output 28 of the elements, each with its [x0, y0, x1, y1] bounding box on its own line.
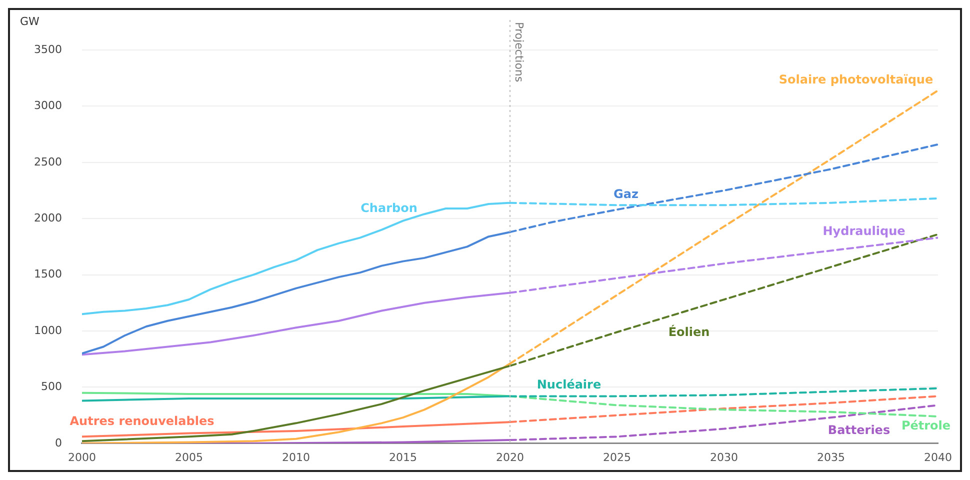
text: Pétrole [901, 418, 951, 432]
text: Nucléaire [536, 377, 602, 392]
y-tick-label: 2000 [34, 211, 62, 224]
series-label: Autres renouvelables [70, 414, 214, 428]
y-tick-label: 0 [54, 436, 62, 450]
text: Gaz [614, 187, 638, 202]
x-tick-label: 2010 [282, 450, 310, 464]
y-axis-title: GW [20, 14, 40, 28]
text: Éolien [668, 324, 710, 339]
y-tick-label: 3500 [34, 42, 62, 56]
x-tick-label: 2020 [496, 450, 524, 464]
y-tick-label: 2500 [34, 155, 62, 168]
x-tick-label: 2030 [710, 450, 738, 464]
x-tick-label: 2015 [388, 450, 417, 464]
y-tick-label: 1000 [34, 324, 62, 337]
y-tick-label: 1500 [34, 268, 62, 281]
x-tick-label: 2025 [603, 450, 631, 464]
y-tick-label: 500 [40, 380, 62, 394]
text: Batteries [828, 423, 890, 438]
x-tick-label: 2000 [68, 450, 96, 464]
x-tick-label: 2035 [817, 450, 845, 464]
series-label: Charbon [360, 200, 418, 215]
ref-line-label: Projections [512, 22, 526, 82]
x-tick-label: 2005 [174, 450, 203, 464]
x-tick-label: 2040 [924, 450, 952, 464]
y-tick-label: 3000 [34, 99, 62, 112]
text: Solaire photovoltaïque [778, 72, 934, 87]
text: Hydraulique [822, 224, 906, 238]
